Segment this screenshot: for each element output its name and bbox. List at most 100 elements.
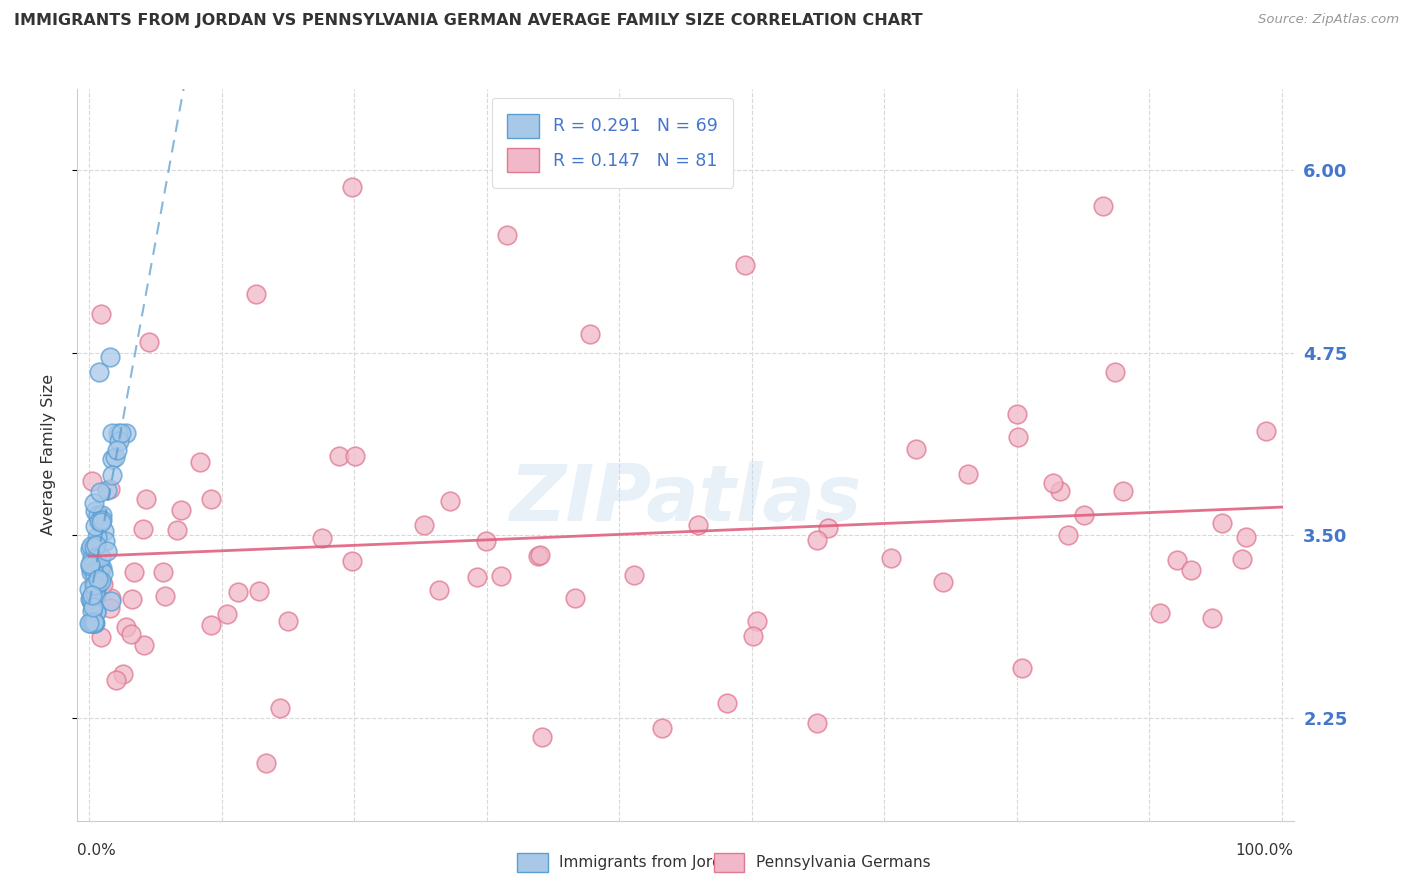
Point <box>83 541 105 555</box>
Point <box>80 616 103 631</box>
Point <box>90 549 112 564</box>
Point <box>96 543 118 558</box>
Point <box>340 554 363 568</box>
Legend: R = 0.291   N = 69, R = 0.147   N = 81: R = 0.291 N = 69, R = 0.147 N = 81 <box>492 98 733 188</box>
Point <box>114 425 136 440</box>
Point <box>86 586 108 600</box>
Point <box>100 594 122 608</box>
Point <box>1073 508 1095 522</box>
Point <box>91 577 114 591</box>
Point <box>91 566 114 580</box>
Point <box>80 539 103 553</box>
Point <box>1091 199 1114 213</box>
Text: IMMIGRANTS FROM JORDAN VS PENNSYLVANIA GERMAN AVERAGE FAMILY SIZE CORRELATION CH: IMMIGRANTS FROM JORDAN VS PENNSYLVANIA G… <box>14 13 922 29</box>
Point <box>87 559 110 574</box>
Point <box>247 584 270 599</box>
Point <box>101 467 124 482</box>
Point <box>79 559 101 574</box>
Point <box>1112 483 1135 498</box>
Point <box>1166 552 1188 566</box>
Point <box>1007 429 1029 443</box>
Point <box>98 350 121 364</box>
Point <box>328 449 350 463</box>
Point <box>1234 530 1257 544</box>
Point <box>1104 365 1126 379</box>
Point <box>1149 606 1171 620</box>
Point <box>83 616 105 631</box>
Point <box>104 450 127 464</box>
Point <box>79 541 101 556</box>
Point <box>84 504 107 518</box>
Point <box>138 335 160 350</box>
Point <box>84 577 107 591</box>
Point <box>100 591 122 605</box>
Point <box>474 534 496 549</box>
Point <box>1230 552 1253 566</box>
Point <box>79 616 101 631</box>
Point <box>132 638 155 652</box>
Point <box>79 591 101 606</box>
Point <box>741 629 763 643</box>
Point <box>651 722 673 736</box>
Point <box>86 530 108 544</box>
Point <box>905 442 928 457</box>
Point <box>1005 407 1028 421</box>
Point <box>86 549 108 564</box>
Point <box>86 578 108 592</box>
Point <box>734 258 756 272</box>
Point <box>82 550 104 565</box>
Point <box>83 587 105 601</box>
Point <box>91 513 114 527</box>
Text: ZIPatlas: ZIPatlas <box>509 461 862 537</box>
Point <box>84 519 107 533</box>
Point <box>311 531 333 545</box>
Text: 0.0%: 0.0% <box>77 843 117 858</box>
Point <box>277 614 299 628</box>
Point <box>623 568 645 582</box>
Point <box>135 491 157 506</box>
Point <box>166 523 188 537</box>
Point <box>91 508 114 523</box>
Point <box>170 503 193 517</box>
Point <box>84 604 107 618</box>
Point <box>413 518 436 533</box>
Point <box>686 518 709 533</box>
Point <box>83 616 105 631</box>
Point <box>77 616 100 631</box>
Point <box>86 566 108 580</box>
Point <box>529 548 551 562</box>
Point <box>200 618 222 632</box>
Point <box>957 467 980 482</box>
Point <box>82 616 104 631</box>
Point <box>82 558 104 572</box>
Point <box>86 538 108 552</box>
Text: Pennsylvania Germans: Pennsylvania Germans <box>756 855 931 870</box>
Point <box>79 582 101 597</box>
Point <box>90 561 112 575</box>
Point <box>254 756 277 771</box>
Point <box>82 616 104 631</box>
Point <box>1011 661 1033 675</box>
Y-axis label: Average Family Size: Average Family Size <box>42 375 56 535</box>
Point <box>340 180 363 194</box>
Text: Source: ZipAtlas.com: Source: ZipAtlas.com <box>1258 13 1399 27</box>
Text: Immigrants from Jordan: Immigrants from Jordan <box>560 855 741 870</box>
Point <box>90 574 112 588</box>
Point <box>101 425 124 440</box>
Point <box>80 475 103 489</box>
Point <box>82 604 104 618</box>
Point <box>1180 563 1202 577</box>
Point <box>94 534 117 549</box>
Point <box>83 496 105 510</box>
Point <box>84 605 107 619</box>
Point <box>111 667 134 681</box>
Point <box>579 326 602 341</box>
Point <box>79 591 101 606</box>
Point <box>98 483 121 497</box>
Point <box>80 565 103 579</box>
Point <box>747 614 769 628</box>
Point <box>83 578 105 592</box>
Point <box>107 425 129 440</box>
Point <box>87 365 110 379</box>
Point <box>101 452 124 467</box>
